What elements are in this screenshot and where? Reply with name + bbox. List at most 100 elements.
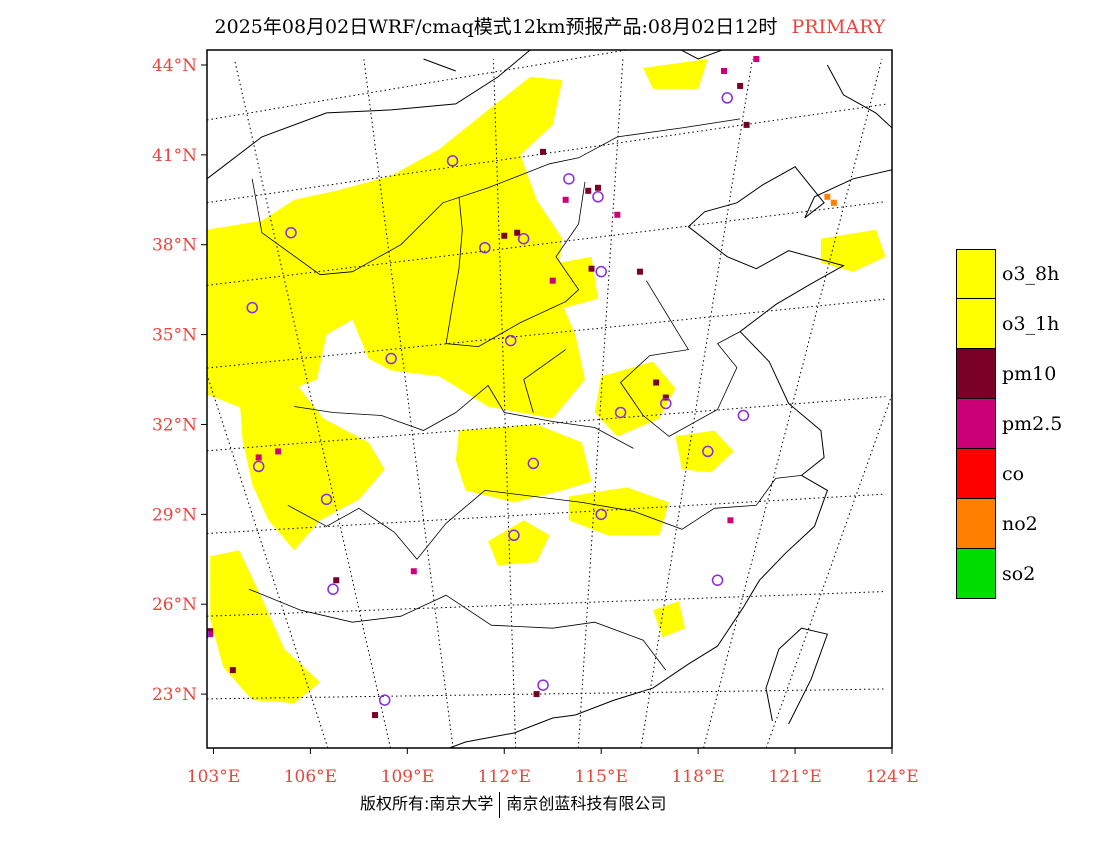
pollutant-cell [514,229,521,236]
pollutant-cell [614,211,621,218]
city-station-marker [252,460,265,473]
lon-tick-label: 109°E [381,767,434,787]
city-station-marker [246,301,258,314]
pollutant-cell [830,199,837,206]
city-station-marker [595,265,607,278]
lat-tick-label: 41°N [152,146,197,166]
latitude-line [207,688,886,700]
city-station-marker [207,629,210,639]
latitude-line [207,201,886,286]
city-station-marker [479,241,491,254]
lon-tick-label: 118°E [671,767,724,787]
pollutant-cell [594,184,601,191]
pollutant-cell [727,517,734,524]
city-station-marker [660,397,672,410]
pollutant-cell [410,568,417,575]
legend: o3_8h o3_1h pm10 pm2.5 co no2 so2 [956,249,1062,599]
latitude-line [207,493,886,534]
pollutant-cell [372,712,379,719]
pollutant-cell [540,148,547,155]
pollutant-cell [753,55,760,62]
ozone-region [820,229,886,272]
province-border [620,280,741,437]
coastline [423,58,456,72]
ozone-region [652,601,686,638]
lon-tick-label: 106°E [284,767,337,787]
pollutant-cell [636,268,643,275]
province-border [294,384,634,449]
pollutant-cell [653,379,660,386]
city-station-marker [721,92,733,104]
lat-tick-label: 44°N [152,56,197,76]
ozone-region [568,487,670,536]
coastline [449,166,892,748]
lon-tick-label: 112°E [478,767,531,787]
title-primary-tag: PRIMARY [791,16,886,38]
legend-label: so2 [1002,563,1036,585]
legend-item-co: co [956,449,1062,499]
legend-swatch [956,299,996,349]
legend-item-o3-1h: o3_1h [956,299,1062,349]
ozone-region [210,550,321,704]
ozone-region [488,520,550,566]
legend-swatch [956,449,996,499]
longitude-line [363,58,454,748]
city-station-marker [446,155,459,167]
legend-swatch [956,399,996,449]
pollutant-cell [229,667,236,674]
city-station-marker [508,529,520,542]
province-border [445,181,586,348]
province-border [714,475,802,509]
pollutant-cell [562,196,569,203]
legend-item-o3-8h: o3_8h [956,249,1062,299]
legend-item-so2: so2 [956,549,1062,599]
legend-item-pm10: pm10 [956,349,1062,399]
latitude-labels: 44°N 41°N 38°N 35°N 32°N 29°N 26°N 23°N [152,56,207,705]
coastline [207,50,531,180]
copyright-footer: 版权所有:南京大学 南京创蓝科技有限公司 [360,790,666,818]
city-station-marker [563,173,575,185]
lon-tick-label: 103°E [187,767,240,787]
lon-tick-label: 121°E [768,767,821,787]
pollutant-cell [585,187,592,194]
latitude-line [207,591,886,617]
ozone-region [455,424,592,503]
title-main: 2025年08月02日WRF/cmaq模式12km预报产品:08月02日12时 [214,16,778,38]
latitude-line [207,396,886,452]
legend-label: o3_8h [1002,263,1060,285]
map-frame [206,49,893,749]
copyright-left: 版权所有:南京大学 [360,794,494,813]
pollutant-cell [207,631,214,638]
station-markers [207,92,750,706]
pollutant-cell [662,394,669,401]
lat-tick-label: 26°N [152,595,197,615]
legend-label: pm10 [1002,363,1057,385]
coastline [680,50,770,60]
ozone-region [239,385,385,551]
longitude-line [640,58,753,748]
province-border [287,489,715,560]
legend-label: no2 [1002,513,1038,535]
ozone-region [543,256,598,308]
coastline-boundaries [207,50,892,748]
lon-tick-label: 124°E [865,767,918,787]
legend-label: pm2.5 [1002,413,1063,435]
latitude-line [207,298,886,369]
province-border [251,118,741,276]
coastline [826,64,892,129]
map-title: 2025年08月02日WRF/cmaq模式12km预报产品:08月02日12时 P… [0,12,1100,39]
pollutant-cell [501,232,508,239]
pollutant-cell [824,193,831,200]
city-station-marker [711,574,724,586]
coastline [765,627,829,725]
lat-tick-label: 38°N [152,236,197,256]
city-station-marker [595,508,607,521]
lon-tick-label: 115°E [575,767,628,787]
longitude-line [765,392,892,748]
copyright-right: 南京创蓝科技有限公司 [506,794,667,813]
city-station-marker [614,406,627,419]
pollutant-cell [737,82,744,89]
ozone-region [675,430,734,473]
city-station-marker [592,191,604,203]
